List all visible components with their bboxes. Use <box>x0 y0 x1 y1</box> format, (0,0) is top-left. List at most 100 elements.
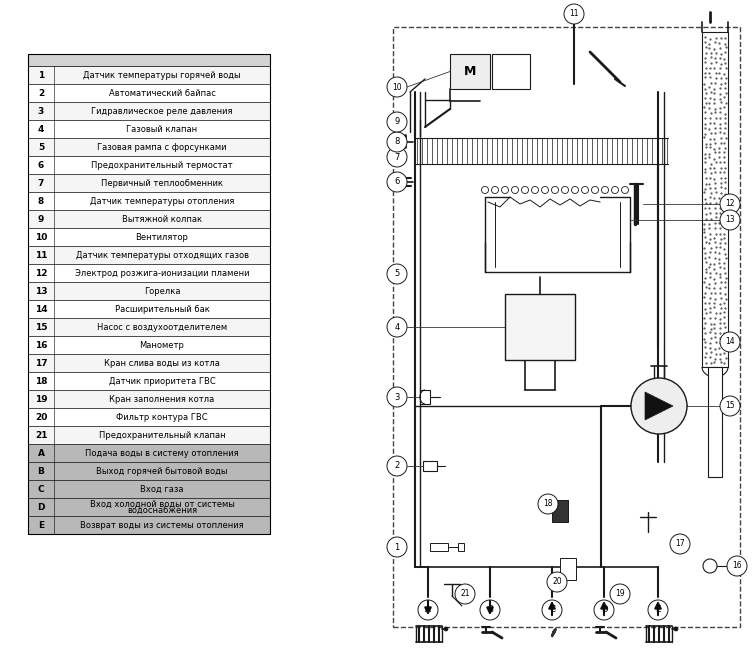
Circle shape <box>418 600 438 620</box>
Bar <box>28 246 270 264</box>
Circle shape <box>720 194 740 214</box>
Text: Вход газа: Вход газа <box>140 485 184 493</box>
Bar <box>28 120 270 138</box>
Text: 3: 3 <box>38 107 44 115</box>
Text: Кран слива воды из котла: Кран слива воды из котла <box>104 359 220 367</box>
Text: Вентилятор: Вентилятор <box>136 232 188 242</box>
Text: A: A <box>38 448 44 457</box>
Circle shape <box>551 187 559 193</box>
Circle shape <box>387 387 407 407</box>
Circle shape <box>387 537 407 557</box>
Text: 5: 5 <box>394 269 400 279</box>
Text: 6: 6 <box>38 160 44 169</box>
Bar <box>28 192 270 210</box>
Text: 21: 21 <box>35 430 48 440</box>
Text: 11: 11 <box>569 9 579 19</box>
Bar <box>552 500 568 522</box>
Text: Датчик температуры отопления: Датчик температуры отопления <box>90 197 234 205</box>
Circle shape <box>387 172 407 192</box>
Text: 7: 7 <box>38 179 44 187</box>
Circle shape <box>387 456 407 476</box>
Circle shape <box>602 187 608 193</box>
Circle shape <box>387 147 407 167</box>
Circle shape <box>720 332 740 352</box>
Circle shape <box>621 187 629 193</box>
Bar <box>708 367 722 477</box>
Circle shape <box>594 600 614 620</box>
Text: Вход холодной воды от системы: Вход холодной воды от системы <box>90 500 234 509</box>
Text: Фильтр контура ГВС: Фильтр контура ГВС <box>116 412 208 422</box>
Circle shape <box>387 132 407 152</box>
Circle shape <box>703 559 717 573</box>
Bar <box>28 462 270 480</box>
Text: 14: 14 <box>725 338 735 346</box>
Bar <box>28 300 270 318</box>
Text: 1: 1 <box>38 70 44 79</box>
Text: Кран заполнения котла: Кран заполнения котла <box>109 395 215 404</box>
Text: водоснабжения: водоснабжения <box>127 507 197 516</box>
Text: 18: 18 <box>543 500 553 508</box>
Circle shape <box>564 4 584 24</box>
Text: B: B <box>487 606 493 614</box>
Text: Газовый клапан: Газовый клапан <box>127 124 198 134</box>
Text: Возврат воды из системы отопления: Возврат воды из системы отопления <box>80 520 244 530</box>
Text: 2: 2 <box>394 461 400 471</box>
Text: E: E <box>38 520 44 530</box>
Text: 12: 12 <box>725 199 734 209</box>
Text: 9: 9 <box>394 117 400 126</box>
Circle shape <box>720 396 740 416</box>
Bar <box>420 390 430 404</box>
Circle shape <box>541 187 548 193</box>
Circle shape <box>455 584 475 604</box>
Text: M: M <box>464 65 477 78</box>
Bar <box>28 84 270 102</box>
Text: Горелка: Горелка <box>144 287 180 295</box>
Circle shape <box>581 187 589 193</box>
Circle shape <box>532 187 538 193</box>
Bar <box>702 32 728 367</box>
Polygon shape <box>645 392 673 420</box>
Bar <box>28 210 270 228</box>
Bar <box>28 54 270 534</box>
Circle shape <box>538 494 558 514</box>
Bar <box>450 54 490 89</box>
Bar <box>28 426 270 444</box>
Text: Датчик приоритета ГВС: Датчик приоритета ГВС <box>109 377 216 385</box>
Circle shape <box>610 584 630 604</box>
Circle shape <box>387 264 407 284</box>
Text: Расширительный бак: Расширительный бак <box>115 305 210 314</box>
Text: 17: 17 <box>675 540 685 549</box>
Text: 16: 16 <box>35 340 48 350</box>
Bar <box>423 461 437 471</box>
Circle shape <box>480 600 500 620</box>
Text: C: C <box>38 485 44 493</box>
Bar <box>28 102 270 120</box>
Bar <box>28 228 270 246</box>
Text: Датчик температуры горячей воды: Датчик температуры горячей воды <box>83 70 241 79</box>
Bar <box>28 318 270 336</box>
Bar <box>505 294 575 360</box>
Text: C: C <box>549 606 555 614</box>
Circle shape <box>492 187 498 193</box>
Bar <box>458 543 464 551</box>
Text: 13: 13 <box>725 216 735 224</box>
Text: 4: 4 <box>38 124 44 134</box>
Bar <box>560 558 576 580</box>
Text: 13: 13 <box>35 287 48 295</box>
Bar <box>28 390 270 408</box>
Bar <box>28 156 270 174</box>
Circle shape <box>720 210 740 230</box>
Text: E: E <box>655 606 661 614</box>
Bar <box>28 138 270 156</box>
Circle shape <box>572 187 578 193</box>
Text: 20: 20 <box>35 412 48 422</box>
Bar <box>28 282 270 300</box>
Text: 16: 16 <box>732 561 742 571</box>
Text: 10: 10 <box>392 83 402 91</box>
Text: Вытяжной колпак: Вытяжной колпак <box>122 214 202 224</box>
Text: A: A <box>425 606 431 614</box>
Text: 4: 4 <box>394 322 400 332</box>
Polygon shape <box>552 629 556 637</box>
Circle shape <box>522 187 529 193</box>
Text: 8: 8 <box>38 197 44 205</box>
